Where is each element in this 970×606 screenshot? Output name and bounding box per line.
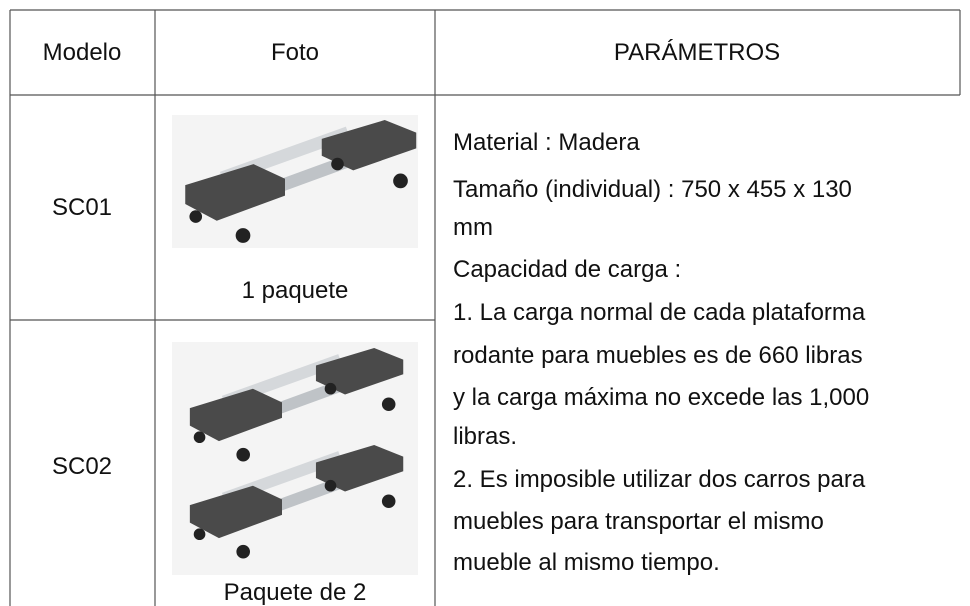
photo-caption: 1 paquete [241, 277, 349, 304]
photo-caption: Paquete de 2 [223, 579, 367, 606]
model-cell: SC02 [51, 453, 113, 480]
parameter-line: 1. La carga normal de cada plataforma [453, 299, 866, 326]
header-cell: PARÁMETROS [613, 39, 781, 66]
parameter-line: y la carga máxima no excede las 1,000 [453, 384, 870, 411]
parameter-line: rodante para muebles es de 660 libras [453, 342, 863, 369]
header-cell: Modelo [42, 39, 122, 66]
photo-sc02 [172, 342, 418, 575]
parameter-line: 2. Es imposible utilizar dos carros para [453, 466, 866, 493]
header-cell: Foto [270, 39, 320, 66]
parameter-line: mueble al mismo tiempo. [453, 549, 720, 576]
grid-lines [9, 9, 961, 606]
photo-sc01 [172, 115, 418, 248]
parameter-line: Material : Madera [453, 129, 640, 156]
parameter-line: Capacidad de carga : [453, 256, 682, 283]
model-cell: SC01 [51, 194, 113, 221]
parameter-line: libras. [453, 423, 518, 450]
parameter-line: Tamaño (individual) : 750 x 455 x 130 [453, 176, 852, 203]
parameter-line: mm [453, 214, 493, 241]
parameter-line: muebles para transportar el mismo [453, 508, 824, 535]
